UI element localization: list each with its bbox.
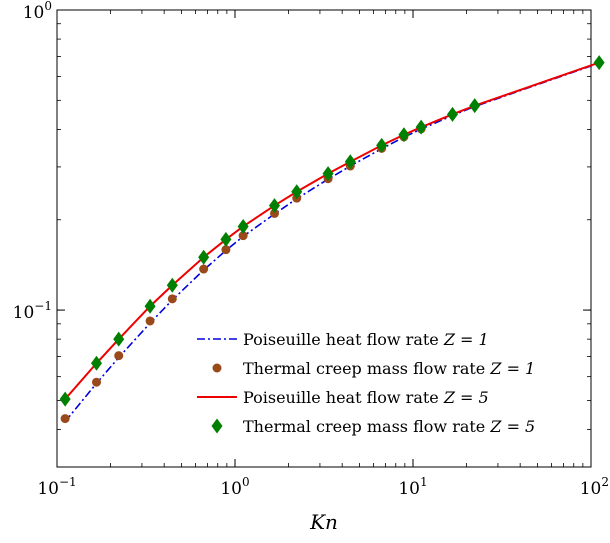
data-point-creep-z1: [199, 264, 209, 274]
legend-label-creep-z1: Thermal creep mass flow rate Z = 1: [243, 359, 535, 378]
legend-box: [195, 327, 572, 443]
y-tick-label: 100: [23, 0, 52, 23]
data-point-creep-z5: [220, 231, 232, 247]
data-point-creep-z1: [167, 294, 177, 304]
data-point-creep-z5: [344, 154, 356, 170]
data-point-creep-z1: [238, 231, 248, 241]
data-point-creep-z5: [322, 166, 334, 182]
legend-swatch-creep-z1: [212, 363, 222, 373]
x-tick-label: 100: [220, 475, 249, 499]
data-point-creep-z5: [166, 277, 178, 293]
series-layer: [59, 55, 605, 424]
x-tick-label: 102: [580, 475, 609, 499]
data-point-creep-z5: [59, 391, 71, 407]
legend-label-poiseuille-z1: Poiseuille heat flow rate Z = 1: [243, 330, 489, 349]
data-point-creep-z5: [415, 119, 427, 135]
x-axis-title: Kn: [309, 510, 338, 534]
ticks: 10−1 100 101 102 10−1 100: [13, 0, 609, 499]
data-point-creep-z5: [469, 98, 481, 114]
legend-label-poiseuille-z5: Poiseuille heat flow rate Z = 5: [243, 388, 489, 407]
data-point-creep-z5: [376, 137, 388, 153]
data-point-creep-z1: [92, 377, 102, 387]
legend-swatch-creep-z5: [211, 418, 223, 434]
legend-label-creep-z5: Thermal creep mass flow rate Z = 5: [243, 417, 535, 436]
series-line-poiseuille-z5: [64, 61, 600, 400]
x-tick-label: 10−1: [37, 475, 76, 499]
x-tick-label: 101: [398, 475, 427, 499]
data-point-creep-z5: [398, 127, 410, 143]
y-tick-label: 10−1: [13, 299, 52, 323]
data-point-creep-z1: [60, 414, 70, 424]
legend: Poiseuille heat flow rate Z = 1 Thermal c…: [195, 327, 572, 443]
data-point-creep-z1: [145, 316, 155, 326]
data-point-creep-z5: [291, 184, 303, 200]
data-point-creep-z1: [221, 245, 231, 255]
data-point-creep-z5: [237, 218, 249, 234]
data-point-creep-z5: [144, 298, 156, 314]
data-point-creep-z5: [446, 106, 458, 122]
data-point-creep-z5: [91, 355, 103, 371]
data-point-creep-z1: [114, 351, 124, 361]
data-point-creep-z5: [268, 198, 280, 214]
data-point-creep-z5: [198, 249, 210, 265]
data-point-creep-z5: [593, 55, 605, 71]
data-point-creep-z1: [269, 208, 279, 218]
data-point-creep-z5: [113, 331, 125, 347]
